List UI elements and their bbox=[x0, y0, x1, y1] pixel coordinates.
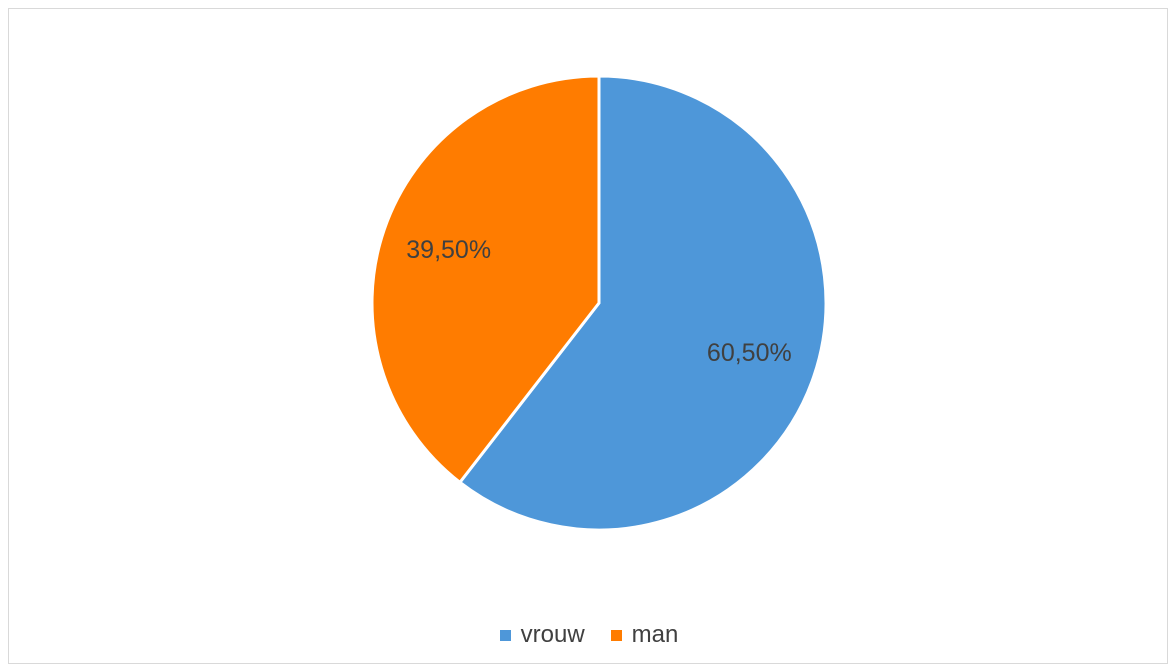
legend-swatch-man bbox=[610, 629, 622, 641]
legend-label-man: man bbox=[631, 621, 679, 648]
data-label-vrouw: 60,50% bbox=[707, 339, 792, 367]
pie-slice-man bbox=[370, 74, 601, 484]
pie-slice-vrouw bbox=[458, 74, 828, 532]
data-label-man: 39,50% bbox=[406, 236, 491, 264]
legend-swatch-vrouw bbox=[499, 629, 511, 641]
legend-label-vrouw: vrouw bbox=[520, 621, 585, 648]
legend-item-vrouw: vrouw bbox=[499, 621, 585, 648]
chart-legend: vrouw man bbox=[9, 615, 1169, 655]
chart-area: 60,50% 39,50% vrouw man bbox=[8, 8, 1168, 664]
pie-chart: 60,50% 39,50% bbox=[370, 74, 828, 532]
legend-item-man: man bbox=[610, 621, 679, 648]
